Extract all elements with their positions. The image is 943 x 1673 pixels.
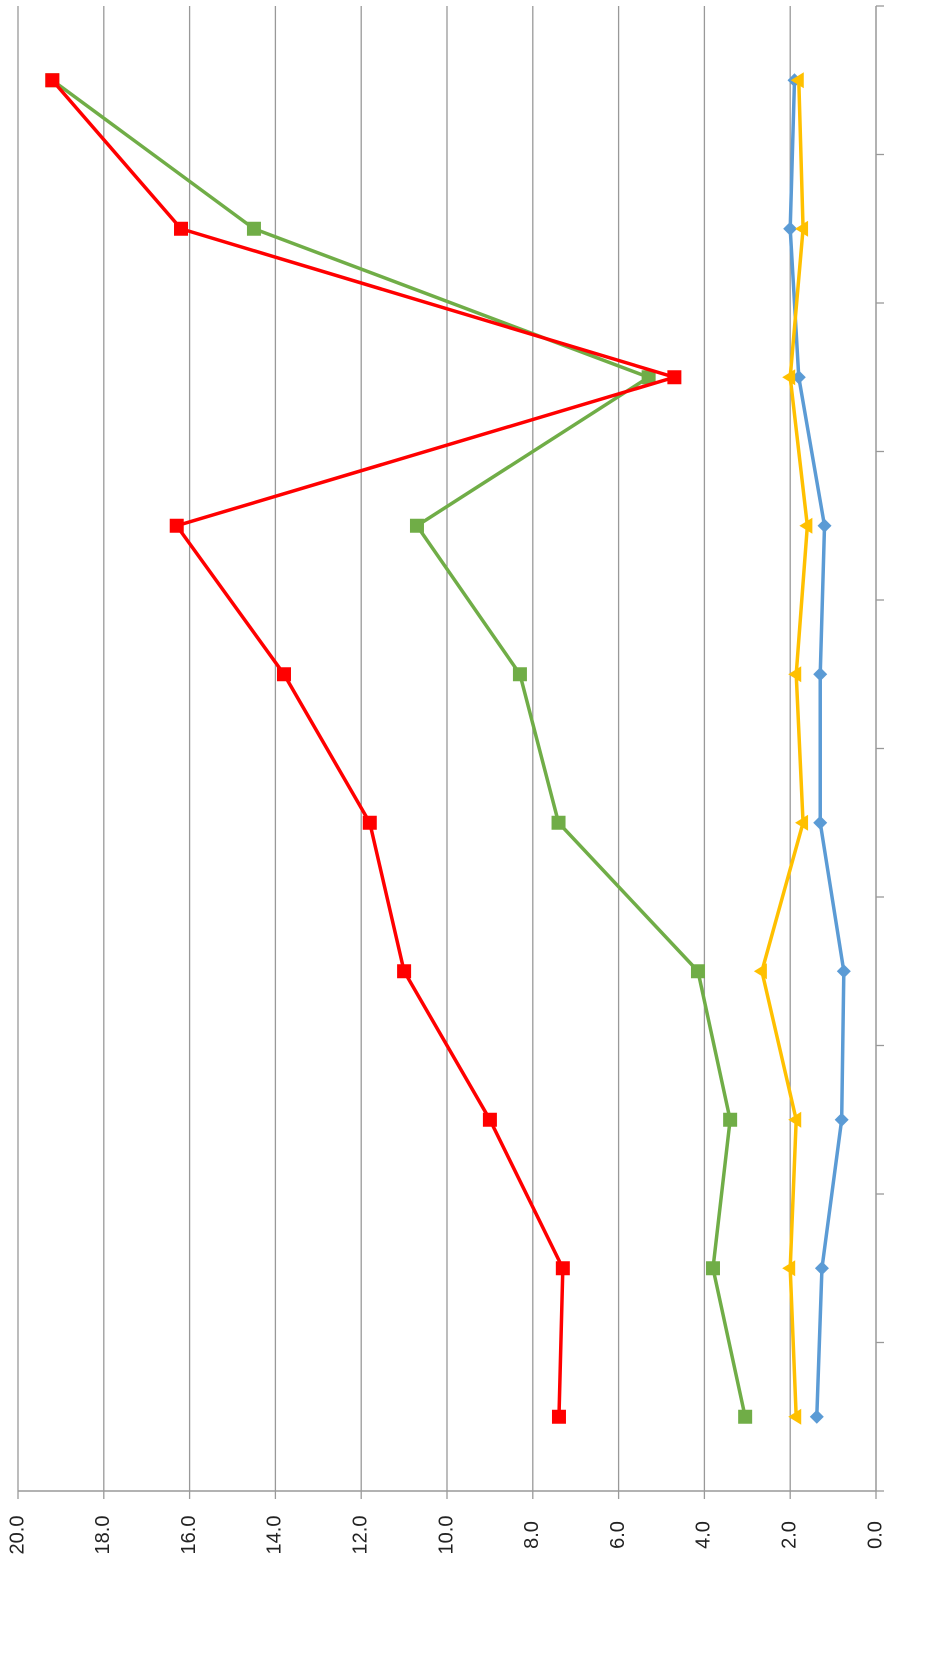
marker [788, 666, 802, 683]
marker [641, 370, 656, 385]
marker [397, 964, 412, 979]
marker [791, 370, 806, 385]
marker [795, 814, 809, 831]
marker [817, 518, 832, 533]
marker [45, 73, 60, 88]
marker [809, 1409, 824, 1424]
marker [667, 370, 682, 385]
marker [814, 1261, 829, 1276]
marker [813, 667, 828, 682]
marker [788, 1408, 802, 1425]
y-tick-label: 2.0 [778, 1521, 800, 1549]
marker [551, 815, 566, 830]
marker [799, 517, 813, 534]
y-tick-label: 18.0 [92, 1516, 114, 1555]
marker [788, 1111, 802, 1128]
marker [782, 369, 796, 386]
marker [276, 667, 291, 682]
marker [795, 220, 809, 237]
series-line [51, 78, 747, 1418]
marker [555, 1261, 570, 1276]
y-tick-label: 0.0 [864, 1521, 886, 1549]
series-line [50, 79, 681, 1417]
y-tick-label: 10.0 [435, 1516, 457, 1555]
marker [723, 1112, 738, 1127]
marker [782, 1260, 796, 1277]
marker [690, 964, 705, 979]
marker [790, 72, 804, 89]
marker [174, 221, 189, 236]
y-tick-label: 8.0 [521, 1521, 543, 1549]
marker [813, 815, 828, 830]
marker [836, 964, 851, 979]
series-line [788, 80, 846, 1417]
marker [512, 667, 527, 682]
y-tick-label: 14.0 [264, 1516, 286, 1555]
y-tick-label: 20.0 [6, 1516, 28, 1555]
marker [738, 1409, 753, 1424]
y-tick-label: 12.0 [349, 1516, 371, 1555]
marker [409, 518, 424, 533]
y-tick-label: 6.0 [607, 1521, 629, 1549]
marker [362, 815, 377, 830]
marker [482, 1112, 497, 1127]
marker [551, 1409, 566, 1424]
marker [246, 221, 261, 236]
marker [169, 518, 184, 533]
y-tick-label: 4.0 [693, 1521, 715, 1549]
series-line [760, 80, 810, 1417]
marker [753, 963, 767, 980]
y-tick-label: 16.0 [178, 1516, 200, 1555]
marker [834, 1112, 849, 1127]
marker [705, 1261, 720, 1276]
marker [783, 221, 798, 236]
